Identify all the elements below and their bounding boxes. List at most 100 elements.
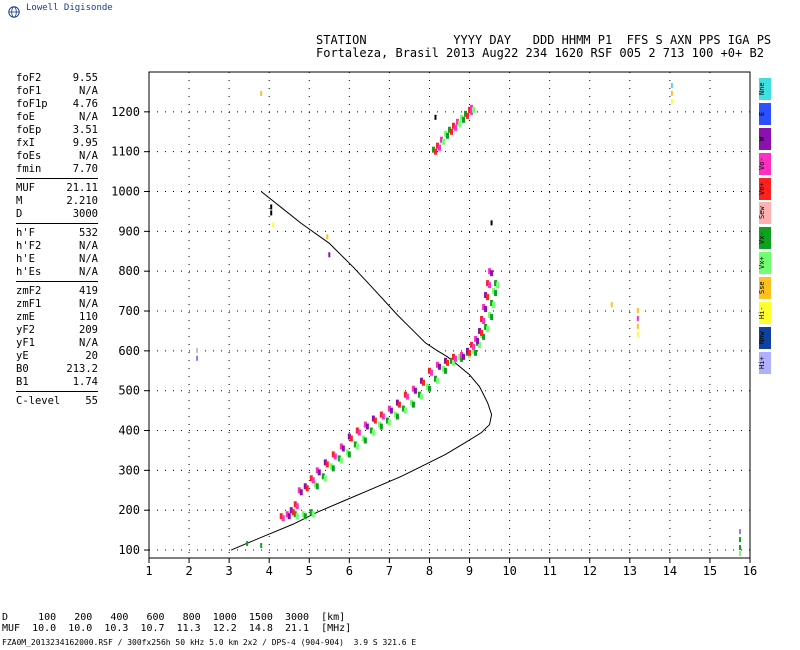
param-row-yf2: yF2 209 xyxy=(16,324,98,337)
x-tick-label: 6 xyxy=(346,564,353,578)
file-info-footer: FZA0M_2013234162000.RSF / 300fx256h 50 k… xyxy=(2,638,417,647)
param-row-b0: B0 213.2 xyxy=(16,363,98,376)
o-trace-point xyxy=(293,501,297,508)
x-trace-point xyxy=(441,365,445,372)
param-row-ye: yE 20 xyxy=(16,350,98,363)
param-value: N/A xyxy=(79,337,98,349)
param-row-clevel: C-level 55 xyxy=(16,395,98,408)
x-trace-point xyxy=(443,367,447,374)
o-trace-point xyxy=(303,483,307,490)
x-tick-label: 11 xyxy=(542,564,556,578)
param-label: M xyxy=(16,195,23,207)
param-row-muf: MUF 21.11 xyxy=(16,182,98,195)
o-trace-point xyxy=(484,306,488,313)
x-trace-point xyxy=(401,405,405,412)
param-label: zmF1 xyxy=(16,298,42,310)
echo-spot xyxy=(636,323,639,329)
param-label: zmE xyxy=(16,311,35,323)
x-trace-point xyxy=(435,377,439,384)
x-trace-point xyxy=(309,509,313,516)
x-trace-point xyxy=(427,385,431,392)
polarization-legend: Nne E W Vo- Vo+ Sew Vx- Vx+ Sse Hi- Nnw Hi+ xyxy=(758,78,771,377)
o-trace-point xyxy=(470,341,474,348)
x-trace-point xyxy=(452,359,455,366)
o-trace-point xyxy=(482,317,486,324)
param-value: 9.95 xyxy=(72,137,98,149)
o-trace-point xyxy=(480,329,484,336)
param-value: 3.51 xyxy=(72,124,98,136)
param-row-fmin: fmin 7.70 xyxy=(16,163,98,176)
x-tick-label: 1 xyxy=(145,564,152,578)
o-trace-point xyxy=(411,385,415,392)
multiple-echo-point xyxy=(472,106,476,113)
multiple-echo-point xyxy=(437,144,441,151)
y-tick-label: 300 xyxy=(118,463,140,477)
x-tick-label: 10 xyxy=(502,564,516,578)
legend-label: Vo+ xyxy=(758,182,766,195)
param-value: 7.70 xyxy=(72,163,98,175)
echo-spot xyxy=(738,529,741,535)
station-header: STATION YYYY DAY DDD HHMM P1 FFS S AXN P… xyxy=(316,34,771,60)
param-label: zmF2 xyxy=(16,285,42,297)
param-value: 419 xyxy=(79,285,98,297)
legend-swatch-hi: Hi+ xyxy=(758,351,771,374)
multiple-echo-point xyxy=(435,142,439,149)
param-row-d: D 3000 xyxy=(16,208,98,221)
multiple-echo-point xyxy=(458,120,462,127)
param-value: 532 xyxy=(79,227,98,239)
o-trace-point xyxy=(349,435,353,442)
x-trace-point xyxy=(355,443,359,450)
x-tick-label: 12 xyxy=(583,564,597,578)
o-trace-point xyxy=(341,445,345,452)
param-value: N/A xyxy=(79,240,98,252)
echo-spot xyxy=(610,302,613,308)
o-trace-point xyxy=(454,355,458,362)
x-trace-point xyxy=(337,455,341,462)
o-trace-point xyxy=(315,467,319,474)
x-trace-point xyxy=(490,300,494,307)
param-label: yE xyxy=(16,350,29,362)
y-tick-label: 700 xyxy=(118,304,140,318)
echo-spot xyxy=(326,234,329,240)
y-tick-label: 600 xyxy=(118,344,140,358)
param-value: 110 xyxy=(79,311,98,323)
echo-spot xyxy=(670,82,673,88)
x-trace-point xyxy=(474,349,478,356)
legend-label: Hi+ xyxy=(758,356,766,370)
param-label: fmin xyxy=(16,163,42,175)
x-trace-point xyxy=(323,475,327,482)
true-height-profile-line xyxy=(230,191,493,551)
x-trace-point xyxy=(458,353,462,360)
param-row-foe: foE N/A xyxy=(16,111,98,124)
o-trace-point xyxy=(365,423,369,430)
echo-spot xyxy=(260,543,263,549)
echo-spot xyxy=(196,355,199,361)
o-trace-point xyxy=(429,369,433,376)
o-trace-point xyxy=(466,347,470,354)
o-trace-point xyxy=(323,459,327,466)
o-trace-point xyxy=(379,411,383,418)
x-trace-point xyxy=(347,451,351,458)
param-separator xyxy=(16,281,98,282)
param-label: h'Es xyxy=(16,266,42,278)
x-trace-point xyxy=(293,511,297,518)
x-trace-point xyxy=(494,280,498,287)
x-trace-point xyxy=(417,391,421,398)
o-trace-point xyxy=(452,353,456,360)
echo-spot xyxy=(270,204,273,210)
param-value: 4.76 xyxy=(72,98,98,110)
legend-label: W xyxy=(758,136,766,141)
param-row-hf: h'F 532 xyxy=(16,227,98,240)
legend-swatch-vo: Vo- xyxy=(758,152,771,175)
legend-label: Hi- xyxy=(758,306,766,320)
x-trace-point xyxy=(385,417,389,424)
x-tick-label: 2 xyxy=(185,564,192,578)
legend-label: Sse xyxy=(758,281,766,295)
echo-spot xyxy=(670,98,673,104)
o-trace-point xyxy=(421,379,425,386)
param-separator xyxy=(16,391,98,392)
o-trace-point xyxy=(405,393,409,400)
echo-spot xyxy=(636,331,639,337)
o-trace-point xyxy=(285,511,289,518)
x-tick-label: 13 xyxy=(623,564,637,578)
